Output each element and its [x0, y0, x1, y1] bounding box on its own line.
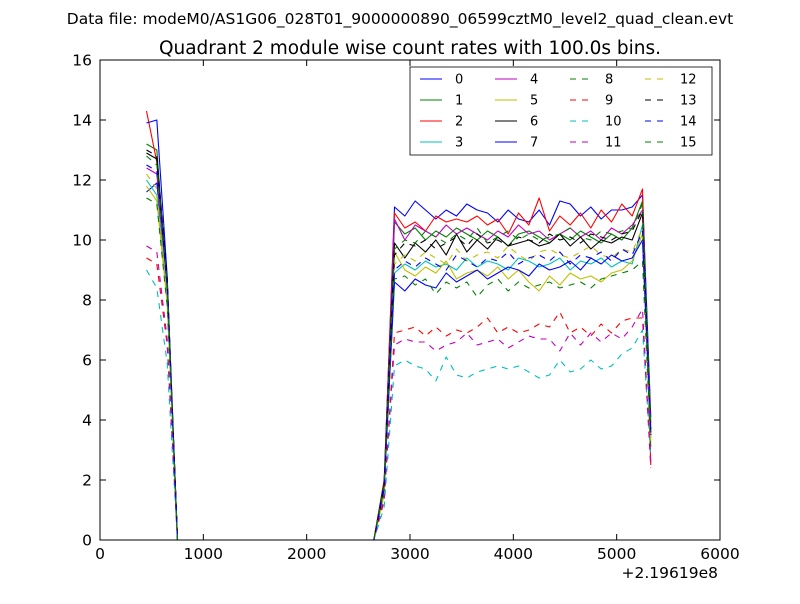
legend-label-10: 10 [605, 115, 622, 130]
legend-label-6: 6 [530, 115, 538, 130]
x-tick-label: 0 [95, 545, 105, 563]
y-tick-label: 2 [82, 472, 92, 490]
x-tick-label: 4000 [494, 545, 533, 563]
y-tick-label: 14 [72, 112, 92, 130]
x-tick-label: 2000 [287, 545, 326, 563]
x-tick-label: 6000 [700, 545, 739, 563]
series-line-4 [146, 167, 652, 540]
y-tick-label: 8 [82, 292, 92, 310]
series-line-10 [146, 269, 652, 540]
series-layer [145, 110, 652, 540]
x-axis-offset-label: +2.19619e8 [622, 564, 718, 582]
legend-label-1: 1 [455, 94, 463, 109]
series-line-12 [146, 173, 652, 540]
chart-title: Quadrant 2 module wise count rates with … [159, 38, 661, 59]
y-tick-label: 0 [82, 532, 92, 550]
y-tick-label: 6 [82, 352, 92, 370]
y-tick-label: 12 [72, 172, 92, 190]
legend-label-2: 2 [455, 115, 463, 130]
legend-label-3: 3 [455, 136, 463, 151]
x-axis-ticks: 0 1000 2000 3000 4000 5000 6000 [95, 60, 740, 563]
series-line-5 [146, 185, 652, 540]
legend-label-12: 12 [680, 73, 697, 88]
y-tick-label: 10 [72, 232, 92, 250]
legend-label-14: 14 [680, 115, 697, 130]
series-line-1 [146, 143, 652, 540]
figure-suptitle: Data file: modeM0/AS1G06_028T01_90000008… [67, 10, 733, 29]
x-tick-label: 3000 [390, 545, 429, 563]
series-line-9 [146, 257, 652, 540]
legend-frame [409, 66, 713, 156]
series-line-2 [145, 110, 652, 540]
y-tick-label: 16 [72, 52, 92, 70]
x-tick-label: 1000 [184, 545, 223, 563]
legend-label-9: 9 [605, 94, 613, 109]
series-line-3 [146, 179, 652, 540]
series-line-14 [146, 164, 652, 540]
series-line-6 [146, 152, 652, 540]
legend-label-7: 7 [530, 136, 538, 151]
legend-label-15: 15 [680, 136, 697, 151]
legend-label-11: 11 [605, 136, 622, 151]
series-line-15 [146, 155, 652, 540]
legend-label-5: 5 [530, 94, 538, 109]
series-line-11 [146, 245, 652, 540]
legend-label-8: 8 [605, 73, 613, 88]
legend-label-4: 4 [530, 73, 538, 88]
legend-label-0: 0 [455, 73, 463, 88]
y-tick-label: 4 [82, 412, 92, 430]
legend-label-13: 13 [680, 94, 697, 109]
x-tick-label: 5000 [597, 545, 636, 563]
series-line-0 [146, 182, 652, 540]
series-line-13 [146, 149, 652, 540]
